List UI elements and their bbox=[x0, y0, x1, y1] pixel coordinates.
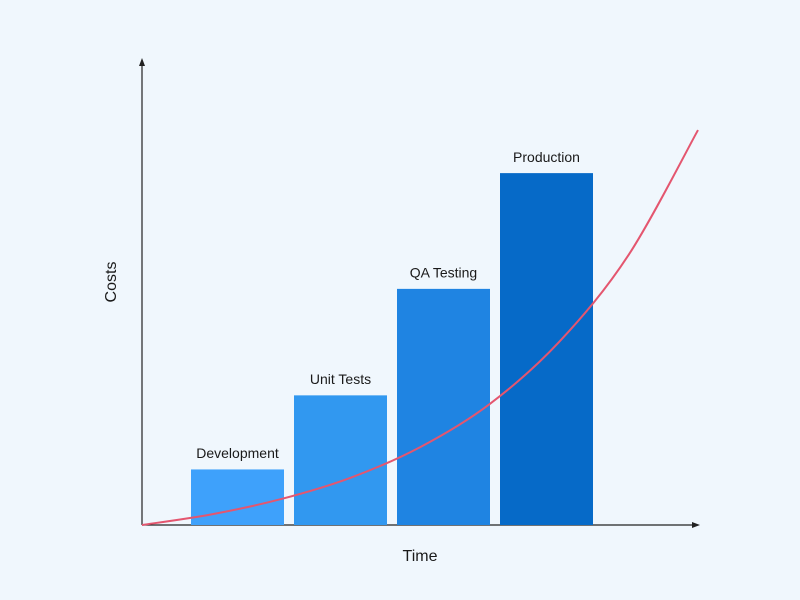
x-axis-label: Time bbox=[403, 548, 438, 565]
cost-curve bbox=[141, 129, 699, 526]
bar-label: Development bbox=[196, 445, 279, 461]
y-axis-arrow bbox=[139, 58, 145, 66]
bar bbox=[397, 288, 490, 525]
bar-label: Production bbox=[513, 149, 580, 165]
y-axis-label: Costs bbox=[103, 262, 120, 303]
bar-label: QA Testing bbox=[410, 265, 477, 281]
bar-label: Unit Tests bbox=[310, 371, 371, 387]
bar bbox=[294, 395, 387, 525]
x-axis-arrow bbox=[692, 522, 700, 528]
bar bbox=[500, 173, 593, 525]
bar bbox=[191, 469, 284, 525]
